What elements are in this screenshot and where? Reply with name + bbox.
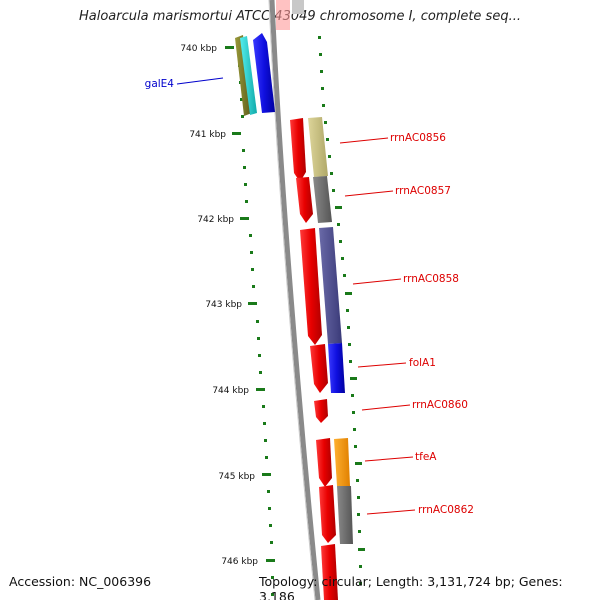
- ruler-label-741: 741 kbp: [189, 130, 226, 140]
- gene-label-galE4[interactable]: galE4: [145, 78, 175, 90]
- ruler-label-745: 745 kbp: [218, 472, 255, 482]
- ruler-label-743: 743 kbp: [205, 300, 242, 310]
- topology-text: Topology: circular; Length: 3,131,724 bp…: [259, 574, 563, 600]
- feature-grey-block[interactable]: [313, 176, 332, 223]
- ruler-tick-741: [232, 132, 241, 135]
- ruler-tick-743: [248, 302, 257, 305]
- gene-label-folA1[interactable]: folA1: [409, 357, 436, 369]
- rrnAC0860-leader-line: [361, 404, 411, 411]
- ruler-tick-745: [262, 473, 271, 476]
- gene-rrnAC0858-arrow[interactable]: [300, 228, 322, 345]
- gene-partial-bottom-arrow[interactable]: [321, 544, 338, 600]
- feature-partial-top-grey: [292, 0, 304, 14]
- feature-khaki-block[interactable]: [308, 117, 328, 177]
- feature-slate-block[interactable]: [319, 227, 342, 344]
- feature-blue-block[interactable]: [328, 343, 345, 393]
- ruler-right-dots: [318, 36, 365, 585]
- ruler-ticks: [225, 46, 275, 562]
- rrnAC0856-leader-line: [339, 137, 389, 144]
- chromosome-backbone: [269, 0, 321, 600]
- folA1-leader-line: [357, 362, 407, 368]
- rrnAC0862-leader-line: [366, 509, 416, 515]
- gene-label-tfeA[interactable]: tfeA: [415, 451, 437, 463]
- ruler-label-740: 740 kbp: [180, 44, 217, 54]
- gene-label-rrnAC0860[interactable]: rrnAC0860: [412, 399, 468, 411]
- ruler-minor-dots: [238, 64, 274, 596]
- feature-partial-top-red: [276, 0, 290, 30]
- ruler-label-746: 746 kbp: [221, 557, 258, 567]
- rrnAC0857-leader-line: [344, 190, 394, 197]
- tfeA-leader-line: [364, 456, 414, 462]
- gene-tfeA-arrow[interactable]: [316, 438, 332, 487]
- feature-orange-block[interactable]: [334, 438, 350, 486]
- feature-grey-block-2[interactable]: [337, 486, 353, 544]
- gene-rrnAC0860-arrow[interactable]: [314, 399, 328, 423]
- rrnAC0858-leader-line: [352, 278, 402, 285]
- ruler-tick-742: [240, 217, 249, 220]
- chromosome-backbone-highlight: [268, 0, 316, 600]
- galE4-leader-line: [176, 77, 224, 85]
- map-title: Haloarcula marismortui ATCC 43049 chromo…: [79, 9, 521, 24]
- ruler-tick-740: [225, 46, 234, 49]
- gene-label-rrnAC0862[interactable]: rrnAC0862: [418, 504, 474, 516]
- ruler-label-744: 744 kbp: [212, 386, 249, 396]
- gene-rrnAC0856-arrow[interactable]: [290, 118, 306, 182]
- gene-rrnAC0862-arrow[interactable]: [319, 485, 336, 543]
- ruler-label-742: 742 kbp: [197, 215, 234, 225]
- gene-label-rrnAC0857[interactable]: rrnAC0857: [395, 185, 451, 197]
- gene-label-rrnAC0858[interactable]: rrnAC0858: [403, 273, 459, 285]
- accession-text: Accession: NC_006396: [9, 574, 152, 589]
- feature-cyan-strip[interactable]: [240, 36, 257, 115]
- gene-rrnAC0857-arrow[interactable]: [296, 177, 313, 223]
- ruler-tick-744: [256, 388, 265, 391]
- gene-folA1-arrow[interactable]: [310, 344, 328, 393]
- ruler-tick-746: [266, 559, 275, 562]
- gene-label-rrnAC0856[interactable]: rrnAC0856: [390, 132, 446, 144]
- gene-galE4-arrow[interactable]: [253, 33, 275, 113]
